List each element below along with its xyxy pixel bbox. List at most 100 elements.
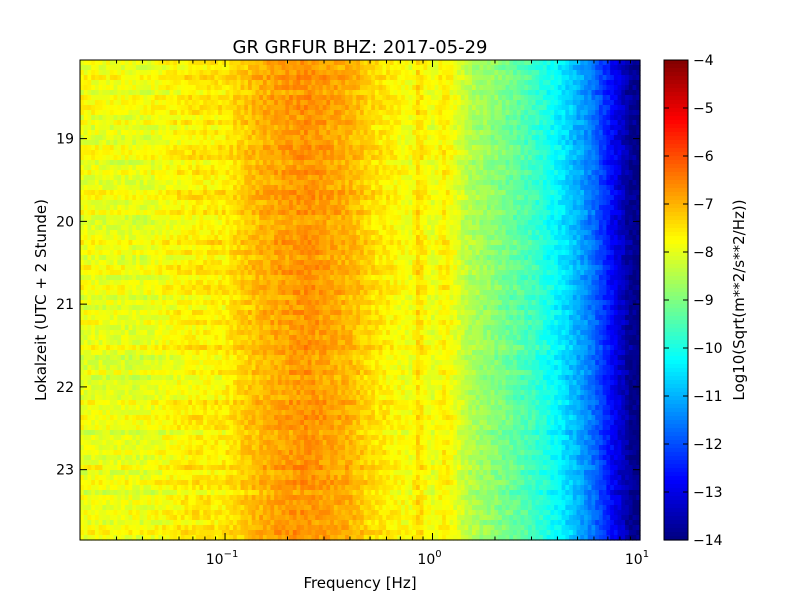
heatmap-cell (490, 195, 495, 201)
heatmap-cell (132, 80, 137, 86)
heatmap-cell (326, 105, 331, 111)
heatmap-cell (109, 125, 115, 131)
heatmap-cell (389, 205, 395, 211)
heatmap-cell (214, 65, 219, 71)
heatmap-cell (606, 220, 611, 226)
heatmap-cell (341, 215, 346, 221)
heatmap-cell (162, 130, 167, 136)
heatmap-cell (259, 115, 264, 121)
heatmap-cell (106, 220, 111, 226)
heatmap-cell (472, 135, 477, 141)
heatmap-cell (569, 140, 574, 146)
heatmap-cell (326, 190, 331, 196)
heatmap-cell (386, 205, 391, 211)
heatmap-cell (423, 95, 428, 101)
heatmap-cell (617, 85, 622, 91)
heatmap-cell (374, 85, 380, 91)
heatmap-cell (83, 165, 89, 171)
heatmap-cell (124, 100, 130, 106)
heatmap-cell (180, 155, 186, 161)
heatmap-cell (483, 140, 488, 146)
heatmap-cell (360, 125, 365, 131)
heatmap-cell (569, 195, 574, 201)
heatmap-cell (389, 195, 395, 201)
heatmap-cell (162, 90, 167, 96)
heatmap-cell (550, 200, 555, 206)
heatmap-cell (352, 160, 357, 166)
heatmap-cell (210, 70, 215, 76)
heatmap-cell (546, 150, 551, 156)
heatmap-cell (255, 80, 260, 86)
heatmap-cell (169, 150, 174, 156)
heatmap-cell (356, 200, 361, 206)
heatmap-cell (147, 140, 152, 146)
heatmap-cell (337, 200, 342, 206)
heatmap-cell (580, 170, 585, 176)
heatmap-cell (229, 65, 234, 71)
heatmap-cell (158, 225, 163, 231)
heatmap-cell (251, 175, 257, 181)
heatmap-cell (557, 145, 563, 151)
heatmap-cell (475, 135, 481, 141)
heatmap-cell (479, 85, 484, 91)
heatmap-cell (632, 90, 637, 96)
heatmap-cell (393, 165, 398, 171)
heatmap-cell (195, 185, 201, 191)
heatmap-cell (300, 195, 305, 201)
heatmap-cell (625, 110, 630, 116)
heatmap-cell (464, 150, 469, 156)
heatmap-cell (98, 220, 103, 226)
heatmap-cell (531, 130, 537, 136)
heatmap-cell (416, 180, 421, 186)
heatmap-cell (427, 185, 432, 191)
heatmap-cell (91, 190, 96, 196)
heatmap-cell (318, 65, 324, 71)
heatmap-cell (554, 150, 559, 156)
heatmap-cell (528, 140, 533, 146)
heatmap-cell (576, 70, 581, 76)
heatmap-cell (479, 125, 484, 131)
heatmap-cell (188, 145, 193, 151)
heatmap-cell (576, 90, 581, 96)
heatmap-cell (352, 135, 357, 141)
heatmap-cell (501, 220, 507, 226)
heatmap-cell (307, 145, 313, 151)
heatmap-cell (509, 160, 514, 166)
heatmap-cell (479, 80, 484, 86)
heatmap-cell (348, 200, 354, 206)
heatmap-cell (460, 150, 466, 156)
heatmap-cell (244, 100, 249, 106)
heatmap-cell (464, 125, 469, 131)
heatmap-cell (304, 180, 309, 186)
heatmap-cell (326, 115, 331, 121)
heatmap-cell (516, 180, 522, 186)
heatmap-cell (102, 155, 107, 161)
heatmap-cell (147, 125, 152, 131)
heatmap-cell (221, 95, 227, 101)
heatmap-cell (248, 150, 253, 156)
heatmap-cell (423, 145, 428, 151)
heatmap-cell (457, 125, 462, 131)
heatmap-cell (177, 65, 182, 71)
heatmap-cell (520, 170, 525, 176)
heatmap-cell (382, 135, 387, 141)
heatmap-cell (240, 125, 245, 131)
heatmap-cell (348, 170, 354, 176)
heatmap-cell (445, 60, 451, 66)
heatmap-cell (483, 165, 488, 171)
heatmap-cell (546, 140, 551, 146)
heatmap-cell (345, 130, 350, 136)
heatmap-cell (412, 100, 417, 106)
heatmap-cell (251, 65, 257, 71)
heatmap-cell (337, 75, 342, 81)
heatmap-cell (348, 105, 354, 111)
heatmap-cell (632, 205, 637, 211)
heatmap-cell (565, 155, 570, 161)
heatmap-cell (214, 190, 219, 196)
heatmap-cell (121, 160, 126, 166)
heatmap-cell (367, 150, 372, 156)
heatmap-cell (360, 85, 365, 91)
heatmap-cell (430, 180, 436, 186)
heatmap-cell (561, 185, 566, 191)
heatmap-cell (531, 70, 537, 76)
